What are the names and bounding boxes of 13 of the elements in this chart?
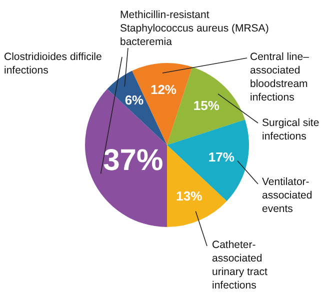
slice-label: Clostridioides difficile infections	[4, 51, 102, 76]
slice-label: Ventilator- associated events	[262, 176, 312, 215]
slice-label: Surgical site infections	[262, 117, 320, 142]
data-label: 13%	[176, 188, 203, 204]
pie-slice	[167, 120, 249, 202]
data-label: 12%	[150, 82, 177, 97]
slice-label: Methicillin-resistant Staphylococcus aureus (MRSA) bacteremia	[120, 9, 269, 48]
data-label: 37%	[103, 144, 164, 178]
data-label: 17%	[208, 150, 235, 165]
slice-label: Central line– associated bloodstream infections	[250, 51, 310, 104]
slice-label: Catheter- associated urinary tract infections	[212, 239, 268, 292]
data-label: 6%	[124, 92, 144, 108]
data-label: 15%	[193, 98, 220, 114]
